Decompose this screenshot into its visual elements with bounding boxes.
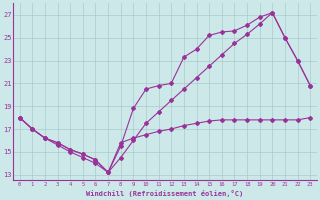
- X-axis label: Windchill (Refroidissement éolien,°C): Windchill (Refroidissement éolien,°C): [86, 190, 244, 197]
